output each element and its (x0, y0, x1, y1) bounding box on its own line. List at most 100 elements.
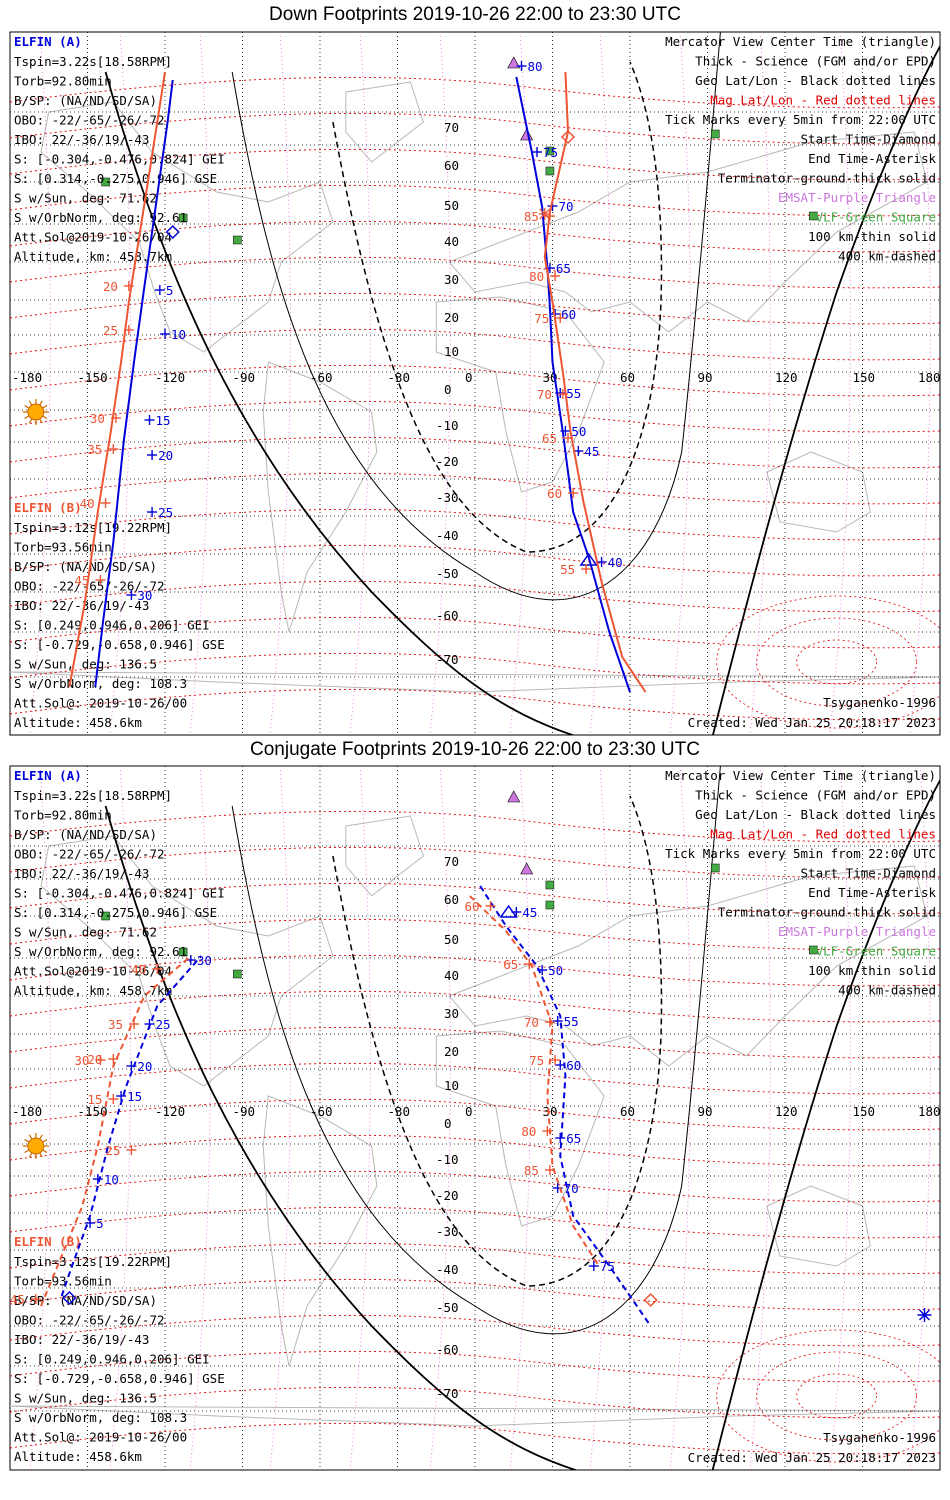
elfin-b-info-line: S: [0.249,0.946,0.206] GEI (14, 1352, 210, 1367)
lat-tick-label: -40 (436, 1262, 459, 1277)
legend-entry: Start Time-Diamond (801, 866, 936, 881)
elfin-b-tick-label: 70 (524, 1015, 539, 1030)
emsat-triangle-marker (507, 790, 521, 803)
terminator-line (711, 778, 940, 1470)
elfin-a-info-line: IBO: 22/-36/19/-43 (14, 132, 149, 147)
legend-entry: VLF-Green Square (816, 944, 936, 959)
legend-entry: Tick Marks every 5min from 22:00 UTC (665, 846, 936, 861)
elfin-b-info-line: B/SP: (NA/ND/SD/SA) (14, 559, 157, 574)
elfin-a-info-line: Torb=92.80min (14, 808, 112, 823)
legend-entry: 100 km-thin solid (808, 963, 936, 978)
elfin-a-track (515, 76, 631, 693)
elfin-a-tick-label: 65 (556, 261, 571, 276)
elfin-b-info-line: Altitude: 458.6km (14, 1449, 142, 1464)
coastline (345, 815, 424, 897)
mag-lon-line (269, 766, 291, 1470)
lat-tick-label: 50 (444, 198, 459, 213)
elfin-b-info-line: B/SP: (NA/ND/SD/SA) (14, 1293, 157, 1308)
mag-lon-line (829, 766, 851, 1470)
lon-tick-label: -60 (310, 370, 333, 385)
lat-tick-label: 60 (444, 158, 459, 173)
mag-lon-line (429, 766, 451, 1470)
lon-tick-label: 0 (465, 1104, 473, 1119)
vlf-square-marker (545, 880, 555, 890)
elfin-a-info-line: S: [0.314,-0.275,0.946] GSE (14, 905, 217, 920)
lon-tick-label: -120 (155, 1104, 185, 1119)
elfin-a-info-line: Att.Sol@2019-10-26/04 (14, 230, 172, 245)
sun-ray (28, 1134, 33, 1140)
emsat-triangle-marker (520, 862, 534, 875)
elfin-a-track (94, 79, 174, 688)
elfin-b-tick-label: 45 (74, 573, 89, 588)
elfin-b-info-line: Att.Sol@: 2019-10-26/00 (14, 696, 187, 711)
vlf-square-marker (809, 211, 818, 221)
lon-tick-label: -60 (310, 1104, 333, 1119)
vlf-square-marker (809, 945, 818, 955)
elfin-b-tick-label: 80 (529, 269, 544, 284)
elfin-a-tick-label: 75 (600, 1259, 615, 1274)
elfin-a-tick-label: 50 (571, 424, 586, 439)
elfin-a-tick-label: 10 (171, 327, 186, 342)
elfin-a-start-diamond (165, 224, 180, 240)
elfin-a-header: ELFIN (A) (14, 768, 82, 783)
lon-tick-label: 0 (465, 370, 473, 385)
elfin-a-tick-label: 55 (564, 1014, 579, 1029)
vlf-square-marker (545, 166, 555, 176)
mag-pole-ring (756, 617, 918, 707)
elfin-a-info-line: S w/Sun, deg: 71.62 (14, 925, 157, 940)
lat-tick-label: -60 (436, 608, 459, 623)
legend-entry: EMSAT-Purple Triangle (778, 924, 936, 939)
elfin-a-info-line: Altitude, km: 458.7km (14, 249, 172, 264)
elfin-a-tick-label: 70 (564, 1181, 579, 1196)
elfin-b-tick-label: 45 (10, 1292, 25, 1307)
elfin-a-tick-label: 65 (566, 1131, 581, 1146)
elfin-a-track (60, 955, 202, 1297)
mag-lon-line (349, 766, 371, 1470)
elfin-a-tick-label: 10 (104, 1172, 119, 1187)
lon-tick-label: -180 (12, 1104, 42, 1119)
vlf-square-marker (545, 146, 555, 156)
elfin-b-info-line: Att.Sol@: 2019-10-26/00 (14, 1430, 187, 1445)
legend: Mercator View Center Time (triangle) Thic… (665, 768, 936, 998)
vlf-square-marker (178, 947, 188, 957)
mag-lon-line (909, 766, 931, 1470)
lon-tick-label: -90 (233, 1104, 256, 1119)
lat-tick-label: -20 (436, 454, 459, 469)
mag-lon-line (589, 766, 611, 1470)
elfin-a-start-diamond (62, 1290, 77, 1306)
mag-pole-ring (796, 639, 878, 685)
lat-tick-label: 0 (444, 382, 452, 397)
lat-tick-label: 50 (444, 932, 459, 947)
legend-entry: Thick - Science (FGM and/or EPD) (695, 54, 936, 69)
elfin-b-track (40, 955, 192, 1307)
legend-entry: End Time-Asterisk (808, 151, 936, 166)
legend-entry: Mag Lat/Lon - Red dotted lines (710, 93, 936, 108)
400km-boundary-line (332, 795, 663, 1287)
elfin-a-track (479, 885, 652, 1327)
legend-entry: Tick Marks every 5min from 22:00 UTC (665, 112, 936, 127)
lat-tick-label: -70 (436, 1386, 459, 1401)
legend-entry: EMSAT-Purple Triangle (778, 190, 936, 205)
elfin-a-tick-label: 75 (543, 145, 558, 160)
lon-tick-label: 150 (853, 370, 876, 385)
mag-lon-line (669, 766, 691, 1470)
map-content (10, 766, 940, 1470)
elfin-a-tick-label: 60 (561, 307, 576, 322)
lat-tick-label: 70 (444, 120, 459, 135)
vlf-square-marker (711, 863, 720, 873)
elfin-b-tick-label: 20 (87, 1052, 102, 1067)
100km-boundary-line (231, 32, 721, 601)
vlf-square-marker (101, 911, 110, 921)
elfin-b-info-line: S: [-0.729,-0.658,0.946] GSE (14, 637, 225, 652)
sun-ray (39, 1152, 43, 1158)
elfin-b-tick-label: 35 (108, 1017, 123, 1032)
sun-ray (42, 1138, 48, 1143)
elfin-a-info-line: Att.Sol@2019-10-26/04 (14, 964, 172, 979)
elfin-b-tick-label: 25 (105, 1143, 120, 1158)
map-panel-1: -180 -150 -120 -90 -60 -30 0 30 60 90 120 150 180706… (9, 765, 941, 1471)
elfin-b-info-line: Tspin=3.12s[19.22RPM] (14, 1254, 172, 1269)
legend-entry: 400 km-dashed (838, 983, 936, 998)
model-label: Tsyganenko-1996 (823, 695, 936, 710)
elfin-b-tick-label: 15 (87, 1092, 102, 1107)
vlf-square-marker (101, 177, 110, 187)
